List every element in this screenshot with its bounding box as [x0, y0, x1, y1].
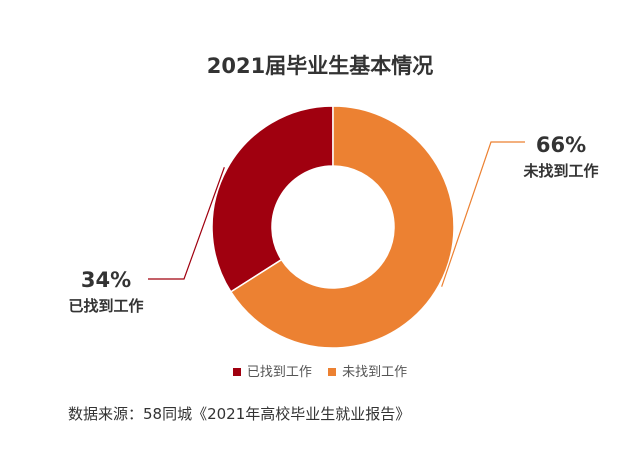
chart-legend: 已找到工作 未找到工作: [0, 361, 640, 380]
legend-swatch-not-found: [328, 367, 337, 376]
donut-slices: [211, 105, 455, 349]
donut-slice-not-found: [229, 105, 455, 349]
chart-title: 2021届毕业生基本情况: [206, 54, 434, 78]
callout-lines: [148, 141, 525, 287]
callout-line-not-found: [441, 141, 525, 287]
slice-value-label-not-found: 66%: [536, 133, 586, 157]
callout-line-found: [148, 167, 225, 280]
slice-category-label-found: 已找到工作: [68, 297, 143, 315]
legend-label-not-found: 未找到工作: [342, 365, 408, 380]
slice-value-label-found: 34%: [81, 268, 131, 292]
legend-label-found: 已找到工作: [246, 365, 312, 380]
data-source: 数据来源：58同城《2021年高校毕业生就业报告》: [68, 405, 411, 423]
slice-category-label-not-found: 未找到工作: [522, 162, 598, 180]
legend-item-not-found: 未找到工作: [328, 361, 407, 380]
legend-swatch-found: [232, 367, 241, 376]
legend-item-found: 已找到工作: [232, 361, 312, 380]
donut-slice-found: [211, 105, 334, 293]
